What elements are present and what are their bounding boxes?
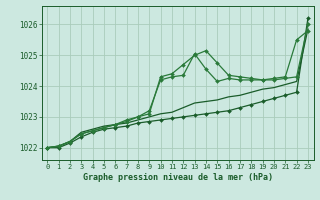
X-axis label: Graphe pression niveau de la mer (hPa): Graphe pression niveau de la mer (hPa)	[83, 173, 273, 182]
